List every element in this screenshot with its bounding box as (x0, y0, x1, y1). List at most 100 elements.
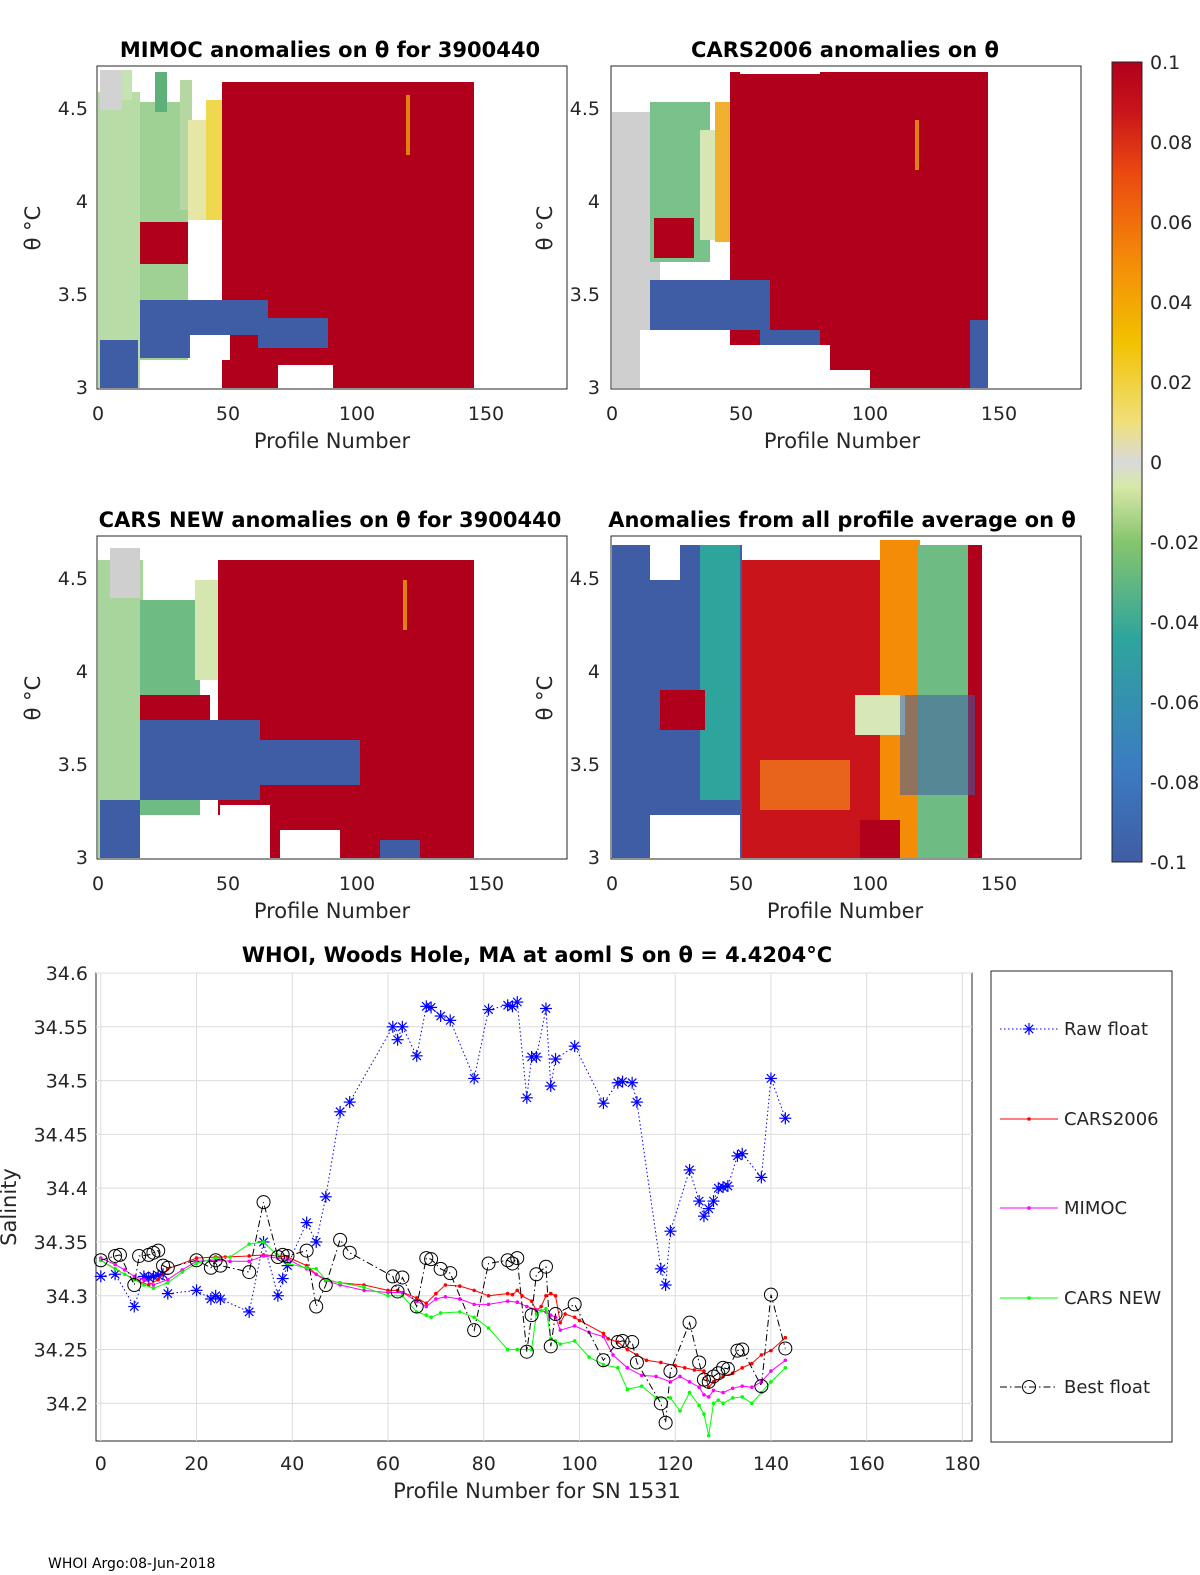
x-tick-labels: 0 50 100 150 (606, 403, 1017, 425)
star-stroke (541, 1003, 551, 1014)
colorbar-tick-labels: 0.1 0.08 0.06 0.04 0.02 0 -0.02 -0.04 -0… (1150, 52, 1199, 874)
dot-marker (572, 1339, 577, 1343)
x-tick-labels: 0 50 100 150 (606, 873, 1017, 895)
star-marker (1023, 1023, 1035, 1035)
circle-marker (424, 1252, 439, 1267)
star-marker (271, 1289, 284, 1302)
star-stroke (163, 1288, 173, 1299)
axes-box (96, 65, 568, 390)
dot-marker (687, 1390, 692, 1395)
dot-marker (601, 1362, 606, 1367)
dot-marker (414, 1296, 419, 1300)
star-marker (568, 1040, 581, 1053)
dot-marker (615, 1366, 620, 1370)
circle-marker (409, 1299, 424, 1314)
dot-marker (443, 1295, 448, 1299)
dot-marker (261, 1254, 266, 1258)
circle-marker (730, 1343, 745, 1358)
dot-marker (486, 1302, 491, 1307)
star-marker (300, 1216, 313, 1229)
dot-marker (548, 1291, 553, 1296)
dot-marker (228, 1259, 232, 1264)
plot-area (95, 972, 973, 1442)
salinity-plot: WHOI, Woods Hole, MA at aoml S on θ = 4.… (0, 943, 981, 1503)
circle-marker (754, 1379, 769, 1394)
circle-marker (333, 1232, 348, 1247)
dot-marker (740, 1366, 745, 1370)
dot-marker (721, 1401, 725, 1406)
y-tick-labels: 3 3.5 4 4.5 (58, 98, 88, 399)
x-tick-label: 100 (852, 873, 888, 895)
star-stroke (211, 1291, 221, 1301)
dot-marker (572, 1315, 577, 1320)
star-marker (707, 1195, 720, 1208)
axes-box (610, 65, 1082, 390)
star-stroke (244, 1307, 254, 1317)
y-tick-label: 4.5 (58, 98, 88, 120)
circle-marker (467, 1323, 482, 1338)
circle-marker (653, 1396, 668, 1411)
x-tick-label: 0 (92, 403, 104, 425)
dot-marker (558, 1328, 563, 1332)
dot-marker (505, 1299, 510, 1303)
dot-marker (706, 1395, 711, 1399)
circle-marker (395, 1270, 410, 1285)
circle-marker (658, 1415, 673, 1430)
dot-marker (563, 1312, 567, 1316)
dot-marker (113, 1267, 117, 1271)
dot-marker (486, 1293, 491, 1298)
x-tick-label: 0 (92, 873, 104, 895)
y-axis-label: Salinity (0, 1168, 21, 1246)
circle-marker (443, 1266, 458, 1281)
star-marker (664, 1225, 677, 1238)
legend-item: Raw float (1000, 1019, 1148, 1040)
legend-item: CARS2006 (1000, 1109, 1159, 1130)
x-tick-labels: 0 20 40 60 80 100 120 140 160 180 (95, 1453, 981, 1475)
dot-marker (534, 1307, 539, 1312)
star-marker (214, 1292, 227, 1305)
dot-marker (1027, 1206, 1031, 1210)
star-stroke (503, 1000, 513, 1010)
star-marker (391, 1033, 404, 1046)
star-stroke (665, 1226, 676, 1236)
circle-marker (189, 1253, 204, 1268)
star-marker (683, 1163, 696, 1176)
legend: Raw float CARS2006 MIMOC CARS NEW Best float (990, 970, 1173, 1443)
x-tick-label: 100 (339, 403, 375, 425)
y-tick-label: 3.5 (58, 754, 88, 776)
dot-marker (472, 1302, 476, 1307)
circle-marker (763, 1287, 778, 1302)
dot-marker (166, 1281, 170, 1285)
star-marker (630, 1096, 643, 1109)
circle-marker (256, 1195, 271, 1210)
circle-marker (778, 1341, 793, 1356)
star-marker (94, 1270, 107, 1283)
axes-box (610, 535, 1082, 860)
x-axis-label: Profile Number (254, 899, 411, 923)
dot-marker (122, 1272, 127, 1277)
dot-marker (386, 1290, 390, 1295)
circle-marker (543, 1339, 558, 1354)
x-tick-label: 100 (339, 873, 375, 895)
y-tick-labels: 34.2 34.25 34.3 34.35 34.4 34.45 34.5 34.55 34.6 (34, 963, 88, 1415)
circle-marker (720, 1361, 735, 1376)
x-tick-label: 20 (184, 1453, 208, 1475)
dot-marker (151, 1283, 156, 1287)
dot-marker (587, 1355, 591, 1359)
x-tick-label: 80 (472, 1453, 496, 1475)
star-stroke (335, 1107, 345, 1117)
dot-marker (247, 1242, 251, 1246)
dot-marker (1027, 1117, 1031, 1121)
star-marker (334, 1105, 347, 1118)
panel-mimoc: MIMOC anomalies on θ for 3900440 3 (21, 38, 568, 453)
y-tick-label: 3 (76, 847, 88, 869)
circle-marker (275, 1247, 290, 1262)
star-stroke (282, 1261, 293, 1271)
star-stroke (445, 1015, 455, 1025)
star-stroke (110, 1269, 120, 1279)
dot-marker (639, 1384, 644, 1388)
star-marker (190, 1284, 203, 1297)
dot-marker (678, 1409, 682, 1413)
circle-marker (151, 1243, 166, 1258)
